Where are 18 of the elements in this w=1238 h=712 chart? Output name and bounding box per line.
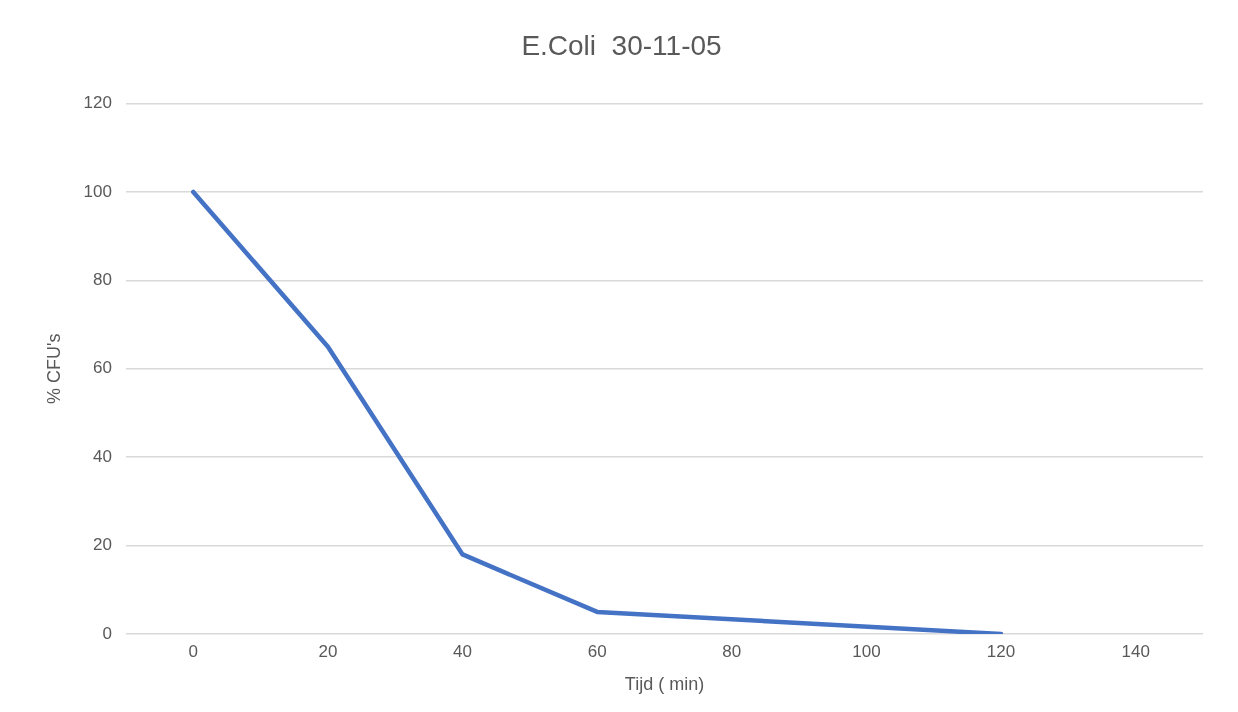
x-tick-label: 100 bbox=[852, 641, 881, 661]
y-tick-label: 40 bbox=[93, 446, 112, 466]
x-tick-label: 120 bbox=[986, 641, 1016, 661]
y-tick-label: 60 bbox=[93, 358, 112, 378]
y-axis-title: % CFU's bbox=[43, 333, 64, 405]
y-tick-label: 20 bbox=[93, 535, 112, 555]
y-tick-label: 0 bbox=[102, 623, 112, 643]
x-tick-label: 60 bbox=[587, 641, 607, 661]
x-tick-label: 140 bbox=[1121, 641, 1150, 661]
x-tick-label: 80 bbox=[722, 641, 742, 661]
x-tick-label: 40 bbox=[453, 641, 472, 661]
chart-title: E.Coli 30-11-05 bbox=[521, 29, 722, 61]
y-tick-label: 80 bbox=[93, 270, 112, 290]
x-axis-title: Tijd ( min) bbox=[624, 674, 705, 695]
x-tick-label: 0 bbox=[188, 641, 199, 661]
y-tick-label: 120 bbox=[83, 93, 112, 113]
x-tick-label: 20 bbox=[318, 641, 338, 661]
y-tick-label: 100 bbox=[83, 181, 112, 201]
